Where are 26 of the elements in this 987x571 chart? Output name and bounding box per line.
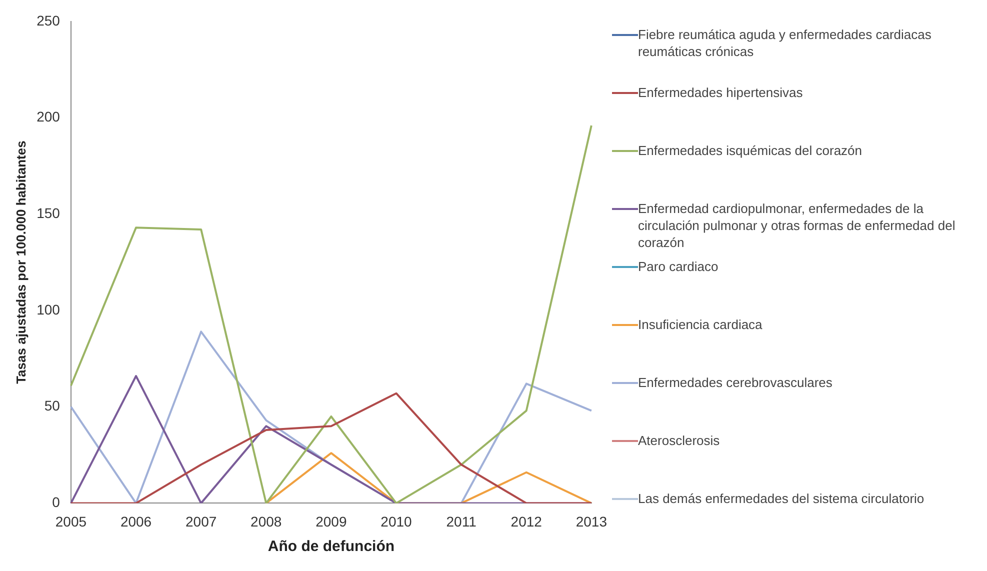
legend-label: Enfermedad cardiopulmonar, enfermedades de la circulación pulmonar y otras formas de enfermedad del corazón [638,200,956,251]
legend-label: Insuficiencia cardiaca [638,316,762,333]
legend-label: Paro cardiaco [638,258,718,275]
legend-label: Las demás enfermedades del sistema circulatorio [638,490,924,507]
x-tick-label: 2013 [576,513,608,530]
legend-label: Fiebre reumática aguda y enfermedades cardiacas reumáticas crónicas [638,26,932,60]
x-tick-label: 2012 [510,513,542,530]
legend-label: Enfermedades isquémicas del corazón [638,142,862,159]
x-tick-label: 2009 [316,513,347,530]
x-tick-label: 2006 [120,513,152,530]
legend-label: Enfermedades hipertensivas [638,84,803,101]
legend-label: Enfermedades cerebrovasculares [638,374,832,391]
x-tick-label: 2011 [446,513,477,530]
legend-label: Aterosclerosis [638,432,720,449]
y-tick-label: 150 [36,204,60,221]
y-tick-label: 100 [36,301,60,318]
x-axis-title: Año de defunción [268,538,395,556]
y-tick-label: 200 [36,108,60,125]
x-tick-label: 2005 [55,513,87,530]
x-tick-label: 2008 [250,513,282,530]
y-tick-label: 50 [44,398,60,414]
x-tick-label: 2007 [186,513,217,530]
y-axis-title: Tasas ajustadas por 100.000 habitantes [13,140,28,384]
x-tick-label: 2010 [380,513,412,530]
y-tick-label: 250 [36,12,60,28]
y-tick-label: 0 [52,494,60,510]
